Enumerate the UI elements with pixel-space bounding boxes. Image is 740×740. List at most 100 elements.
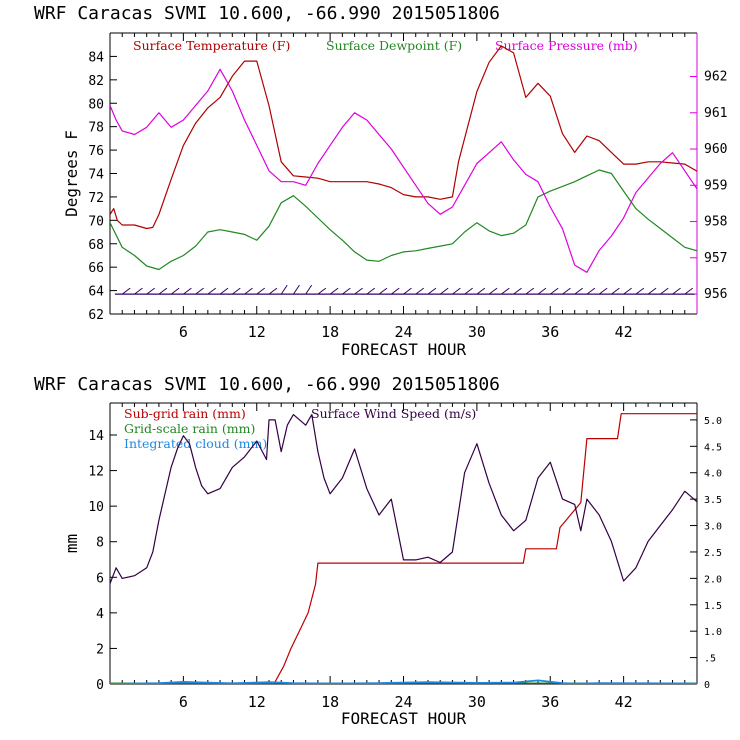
series-group — [110, 413, 697, 684]
legend-entry: Integrated cloud (mm) — [124, 436, 267, 451]
wind-barb — [525, 287, 535, 295]
y2-tick-label: 2.5 — [704, 548, 722, 559]
y-tick-label: 76 — [88, 144, 104, 159]
y-tick-label: 66 — [88, 261, 104, 276]
wind-barb — [574, 287, 584, 295]
wind-barb — [562, 287, 571, 295]
wind-barb — [207, 287, 217, 295]
x-tick-label: 24 — [394, 323, 412, 341]
wind-barb — [121, 287, 131, 295]
wind-barb — [158, 287, 168, 295]
y-tick-label: 6 — [96, 571, 104, 586]
y2-tick-label: 961 — [704, 106, 727, 121]
x-tick-label: 36 — [541, 693, 559, 711]
y2-tick-label: 1.0 — [704, 627, 722, 638]
wind-barb — [219, 287, 229, 295]
wind-barb — [660, 287, 669, 295]
y-axis-label: Degrees F — [62, 130, 81, 217]
legend-entry: Sub-grid rain (mm) — [124, 406, 246, 421]
series-group — [110, 45, 697, 295]
y-tick-label: 70 — [88, 214, 104, 229]
wind-barb — [586, 287, 596, 295]
wind-barb — [501, 287, 510, 295]
chart-title: WRF Caracas SVMI 10.600, -66.990 2015051… — [34, 3, 500, 24]
series-line-pressure — [110, 68, 697, 273]
wind-barb — [415, 287, 425, 295]
y-tick-label: 80 — [88, 97, 104, 112]
wind-barb — [329, 287, 339, 295]
series-line-wind_speed — [110, 414, 697, 584]
series-line-dewpoint — [110, 169, 697, 271]
wind-barb — [390, 287, 400, 295]
wind-barb — [244, 287, 253, 295]
y2-tick-label: 1.5 — [704, 601, 722, 612]
wind-barb — [195, 287, 204, 295]
series-line-cloud — [110, 679, 697, 684]
y2-tick-label: 962 — [704, 70, 727, 85]
y-tick-label: 82 — [88, 74, 104, 89]
series-line-subgrid_rain — [110, 413, 697, 684]
legend-entry: Surface Temperature (F) — [133, 38, 290, 53]
y-tick-label: 0 — [96, 678, 104, 693]
wind-barb — [280, 284, 288, 295]
x-tick-label: 42 — [615, 323, 633, 341]
wind-barb — [134, 287, 143, 295]
wind-barb — [354, 287, 363, 295]
wind-barb — [293, 284, 300, 295]
legend-entry: Grid-scale rain (mm) — [124, 421, 255, 436]
x-tick-label: 36 — [541, 323, 559, 341]
y-tick-label: 2 — [96, 642, 104, 657]
y-tick-label: 8 — [96, 536, 104, 551]
y-tick-label: 62 — [88, 308, 104, 323]
wind-barb — [684, 287, 694, 295]
y-tick-label: 12 — [88, 465, 104, 480]
x-tick-label: 24 — [394, 693, 412, 711]
wind-barb — [549, 287, 559, 295]
wind-barb — [635, 287, 645, 295]
y-tick-label: 68 — [88, 238, 104, 253]
wind-barb — [256, 287, 266, 295]
legend-entry: Surface Wind Speed (m/s) — [311, 406, 476, 421]
wind-barb — [452, 287, 461, 295]
x-tick-label: 12 — [248, 323, 266, 341]
y-tick-label: 14 — [88, 429, 104, 444]
wind-barb — [317, 287, 327, 295]
wind-barb — [170, 287, 180, 295]
x-tick-label: 30 — [468, 323, 486, 341]
wind-barb — [231, 287, 241, 295]
y-tick-label: 4 — [96, 607, 104, 622]
x-tick-label: 18 — [321, 323, 339, 341]
chart-panel-1: WRF Caracas SVMI 10.600, -66.990 2015051… — [34, 3, 727, 359]
wind-barb — [537, 287, 547, 295]
x-tick-label: 6 — [179, 323, 188, 341]
wind-barb — [305, 284, 313, 295]
x-axis-label: FORECAST HOUR — [341, 340, 467, 359]
y2-tick-label: 959 — [704, 178, 727, 193]
wind-barb — [647, 287, 657, 295]
legend-entry: Surface Pressure (mb) — [495, 38, 638, 53]
y-tick-label: 10 — [88, 500, 104, 515]
y2-tick-label: 960 — [704, 142, 727, 157]
x-axis-label: FORECAST HOUR — [341, 709, 467, 728]
y-tick-label: 72 — [88, 191, 104, 206]
y2-tick-label: 958 — [704, 215, 727, 230]
y2-tick-label: 3.0 — [704, 522, 722, 533]
wind-barb — [342, 287, 351, 295]
wind-barb — [366, 287, 376, 295]
chart-panel-2: WRF Caracas SVMI 10.600, -66.990 2015051… — [34, 374, 722, 728]
wind-barb — [476, 287, 486, 295]
x-tick-label: 42 — [615, 693, 633, 711]
y-tick-label: 84 — [88, 50, 104, 65]
wind-barb — [183, 287, 192, 295]
wind-barb — [146, 287, 155, 295]
x-tick-label: 12 — [248, 693, 266, 711]
y2-tick-label: 2.0 — [704, 574, 722, 585]
y2-tick-label: .5 — [704, 654, 716, 665]
wind-barb — [427, 287, 437, 295]
wind-barb — [623, 287, 632, 295]
y2-tick-label: 956 — [704, 287, 727, 302]
wind-barb — [403, 287, 412, 295]
y2-tick-label: 957 — [704, 251, 727, 266]
wind-barb — [464, 287, 473, 295]
